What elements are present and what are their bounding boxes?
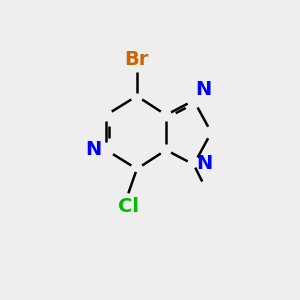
Text: N: N [196,154,212,172]
Text: N: N [195,80,212,99]
Text: Br: Br [125,50,149,69]
Text: Cl: Cl [118,197,139,216]
Text: N: N [85,140,102,160]
